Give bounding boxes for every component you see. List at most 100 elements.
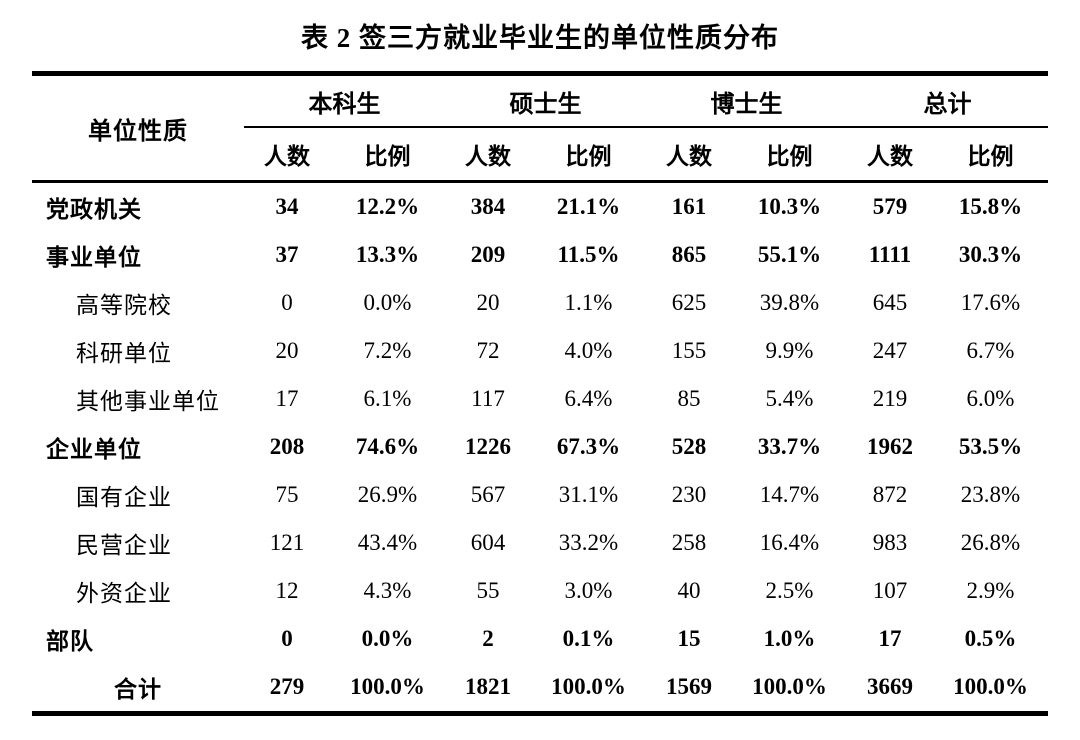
- data-cell: 31.1%: [558, 482, 619, 507]
- data-cell: 15.8%: [958, 194, 1023, 219]
- data-cell: 15: [677, 626, 701, 651]
- data-cell: 33.2%: [558, 530, 619, 555]
- column-header-ratio: 比例: [732, 127, 847, 183]
- data-cell: 0.0%: [363, 290, 412, 315]
- data-cell: 230: [671, 482, 707, 507]
- data-cell: 0.5%: [964, 626, 1017, 651]
- table-row: 高等院校 0 0.0% 20 1.1% 625 39.8% 645 17.6%: [32, 279, 1048, 327]
- data-cell: 161: [671, 194, 707, 219]
- row-label: 企业单位: [46, 437, 142, 462]
- data-cell: 40: [677, 578, 701, 603]
- column-header-unit-nature: 单位性质: [32, 73, 244, 183]
- data-cell: 17.6%: [960, 290, 1021, 315]
- data-cell: 2.5%: [765, 578, 814, 603]
- table-row: 事业单位 37 13.3% 209 11.5% 865 55.1% 1111 30.3%: [32, 231, 1048, 279]
- data-cell: 645: [872, 290, 908, 315]
- data-cell: 4.0%: [564, 338, 613, 363]
- data-cell: 20: [476, 290, 500, 315]
- data-cell: 2: [482, 626, 494, 651]
- data-cell: 6.1%: [363, 386, 412, 411]
- column-header-ratio: 比例: [330, 127, 445, 183]
- data-cell: 75: [275, 482, 299, 507]
- row-label: 合计: [114, 677, 162, 702]
- data-cell: 17: [878, 626, 902, 651]
- data-cell: 0: [281, 290, 293, 315]
- row-label: 国有企业: [76, 485, 172, 510]
- data-cell: 625: [671, 290, 707, 315]
- data-cell: 384: [470, 194, 506, 219]
- data-cell: 13.3%: [355, 242, 420, 267]
- data-cell: 30.3%: [958, 242, 1023, 267]
- data-cell: 0.1%: [562, 626, 615, 651]
- row-label: 其他事业单位: [76, 389, 220, 414]
- table-row: 部队 0 0.0% 2 0.1% 15 1.0% 17 0.5%: [32, 615, 1048, 663]
- column-header-count: 人数: [847, 127, 933, 183]
- column-group-total: 总计: [847, 73, 1048, 128]
- data-cell: 1226: [465, 434, 511, 459]
- data-cell: 247: [872, 338, 908, 363]
- data-cell: 872: [872, 482, 908, 507]
- table-title: 表 2 签三方就业毕业生的单位性质分布: [301, 23, 779, 53]
- column-header-count: 人数: [445, 127, 531, 183]
- data-cell: 6.4%: [564, 386, 613, 411]
- table-row: 合计 279 100.0% 1821 100.0% 1569 100.0% 3669 100.0…: [32, 663, 1048, 714]
- data-cell: 0.0%: [361, 626, 414, 651]
- data-cell: 53.5%: [958, 434, 1023, 459]
- data-cell: 74.6%: [355, 434, 420, 459]
- unit-nature-table: 单位性质 本科生 硕士生 博士生 总计 人数 比例 人数 比例 人数 比例 人数…: [32, 71, 1048, 716]
- table-row: 科研单位 20 7.2% 72 4.0% 155 9.9% 247 6.7%: [32, 327, 1048, 375]
- data-cell: 10.3%: [757, 194, 822, 219]
- row-label: 高等院校: [76, 293, 172, 318]
- column-header-ratio: 比例: [933, 127, 1048, 183]
- column-group-master: 硕士生: [445, 73, 646, 128]
- data-cell: 33.7%: [757, 434, 822, 459]
- data-cell: 37: [275, 242, 299, 267]
- data-cell: 100.0%: [350, 674, 425, 699]
- table-row: 党政机关 34 12.2% 384 21.1% 161 10.3% 579 15.8%: [32, 182, 1048, 232]
- data-cell: 23.8%: [960, 482, 1021, 507]
- table-row: 国有企业 75 26.9% 567 31.1% 230 14.7% 872 23.8%: [32, 471, 1048, 519]
- data-cell: 279: [269, 674, 305, 699]
- row-label: 科研单位: [76, 341, 172, 366]
- data-cell: 34: [275, 194, 299, 219]
- row-label: 党政机关: [46, 197, 142, 222]
- data-cell: 12.2%: [355, 194, 420, 219]
- data-cell: 2.9%: [966, 578, 1015, 603]
- data-cell: 100.0%: [953, 674, 1028, 699]
- data-cell: 208: [269, 434, 305, 459]
- table-body: 党政机关 34 12.2% 384 21.1% 161 10.3% 579 15.8% 事业单位 3…: [32, 182, 1048, 714]
- row-label: 事业单位: [46, 245, 142, 270]
- column-group-undergraduate: 本科生: [244, 73, 445, 128]
- group-header-row: 单位性质 本科生 硕士生 博士生 总计: [32, 73, 1048, 183]
- data-cell: 39.8%: [759, 290, 820, 315]
- data-cell: 20: [275, 338, 299, 363]
- data-cell: 567: [470, 482, 506, 507]
- data-cell: 11.5%: [557, 242, 620, 267]
- data-cell: 3.0%: [564, 578, 613, 603]
- data-cell: 155: [671, 338, 707, 363]
- data-cell: 12: [275, 578, 299, 603]
- data-cell: 16.4%: [759, 530, 820, 555]
- data-cell: 1.0%: [763, 626, 816, 651]
- data-cell: 6.7%: [966, 338, 1015, 363]
- data-cell: 67.3%: [556, 434, 621, 459]
- data-cell: 85: [677, 386, 701, 411]
- table-header: 单位性质 本科生 硕士生 博士生 总计 人数 比例 人数 比例 人数 比例 人数…: [32, 73, 1048, 183]
- data-cell: 43.4%: [357, 530, 418, 555]
- data-cell: 4.3%: [363, 578, 412, 603]
- data-cell: 1.1%: [564, 290, 613, 315]
- column-group-doctor: 博士生: [646, 73, 847, 128]
- data-cell: 117: [471, 386, 505, 411]
- data-cell: 72: [476, 338, 500, 363]
- row-label: 部队: [46, 629, 94, 654]
- data-cell: 121: [269, 530, 305, 555]
- row-label: 外资企业: [76, 581, 172, 606]
- data-cell: 0: [281, 626, 293, 651]
- data-cell: 26.8%: [960, 530, 1021, 555]
- table-row: 外资企业 12 4.3% 55 3.0% 40 2.5% 107 2.9%: [32, 567, 1048, 615]
- column-header-count: 人数: [646, 127, 732, 183]
- sub-header-row: 人数 比例 人数 比例 人数 比例 人数 比例: [32, 127, 1048, 183]
- row-label: 民营企业: [76, 533, 172, 558]
- data-cell: 17: [275, 386, 299, 411]
